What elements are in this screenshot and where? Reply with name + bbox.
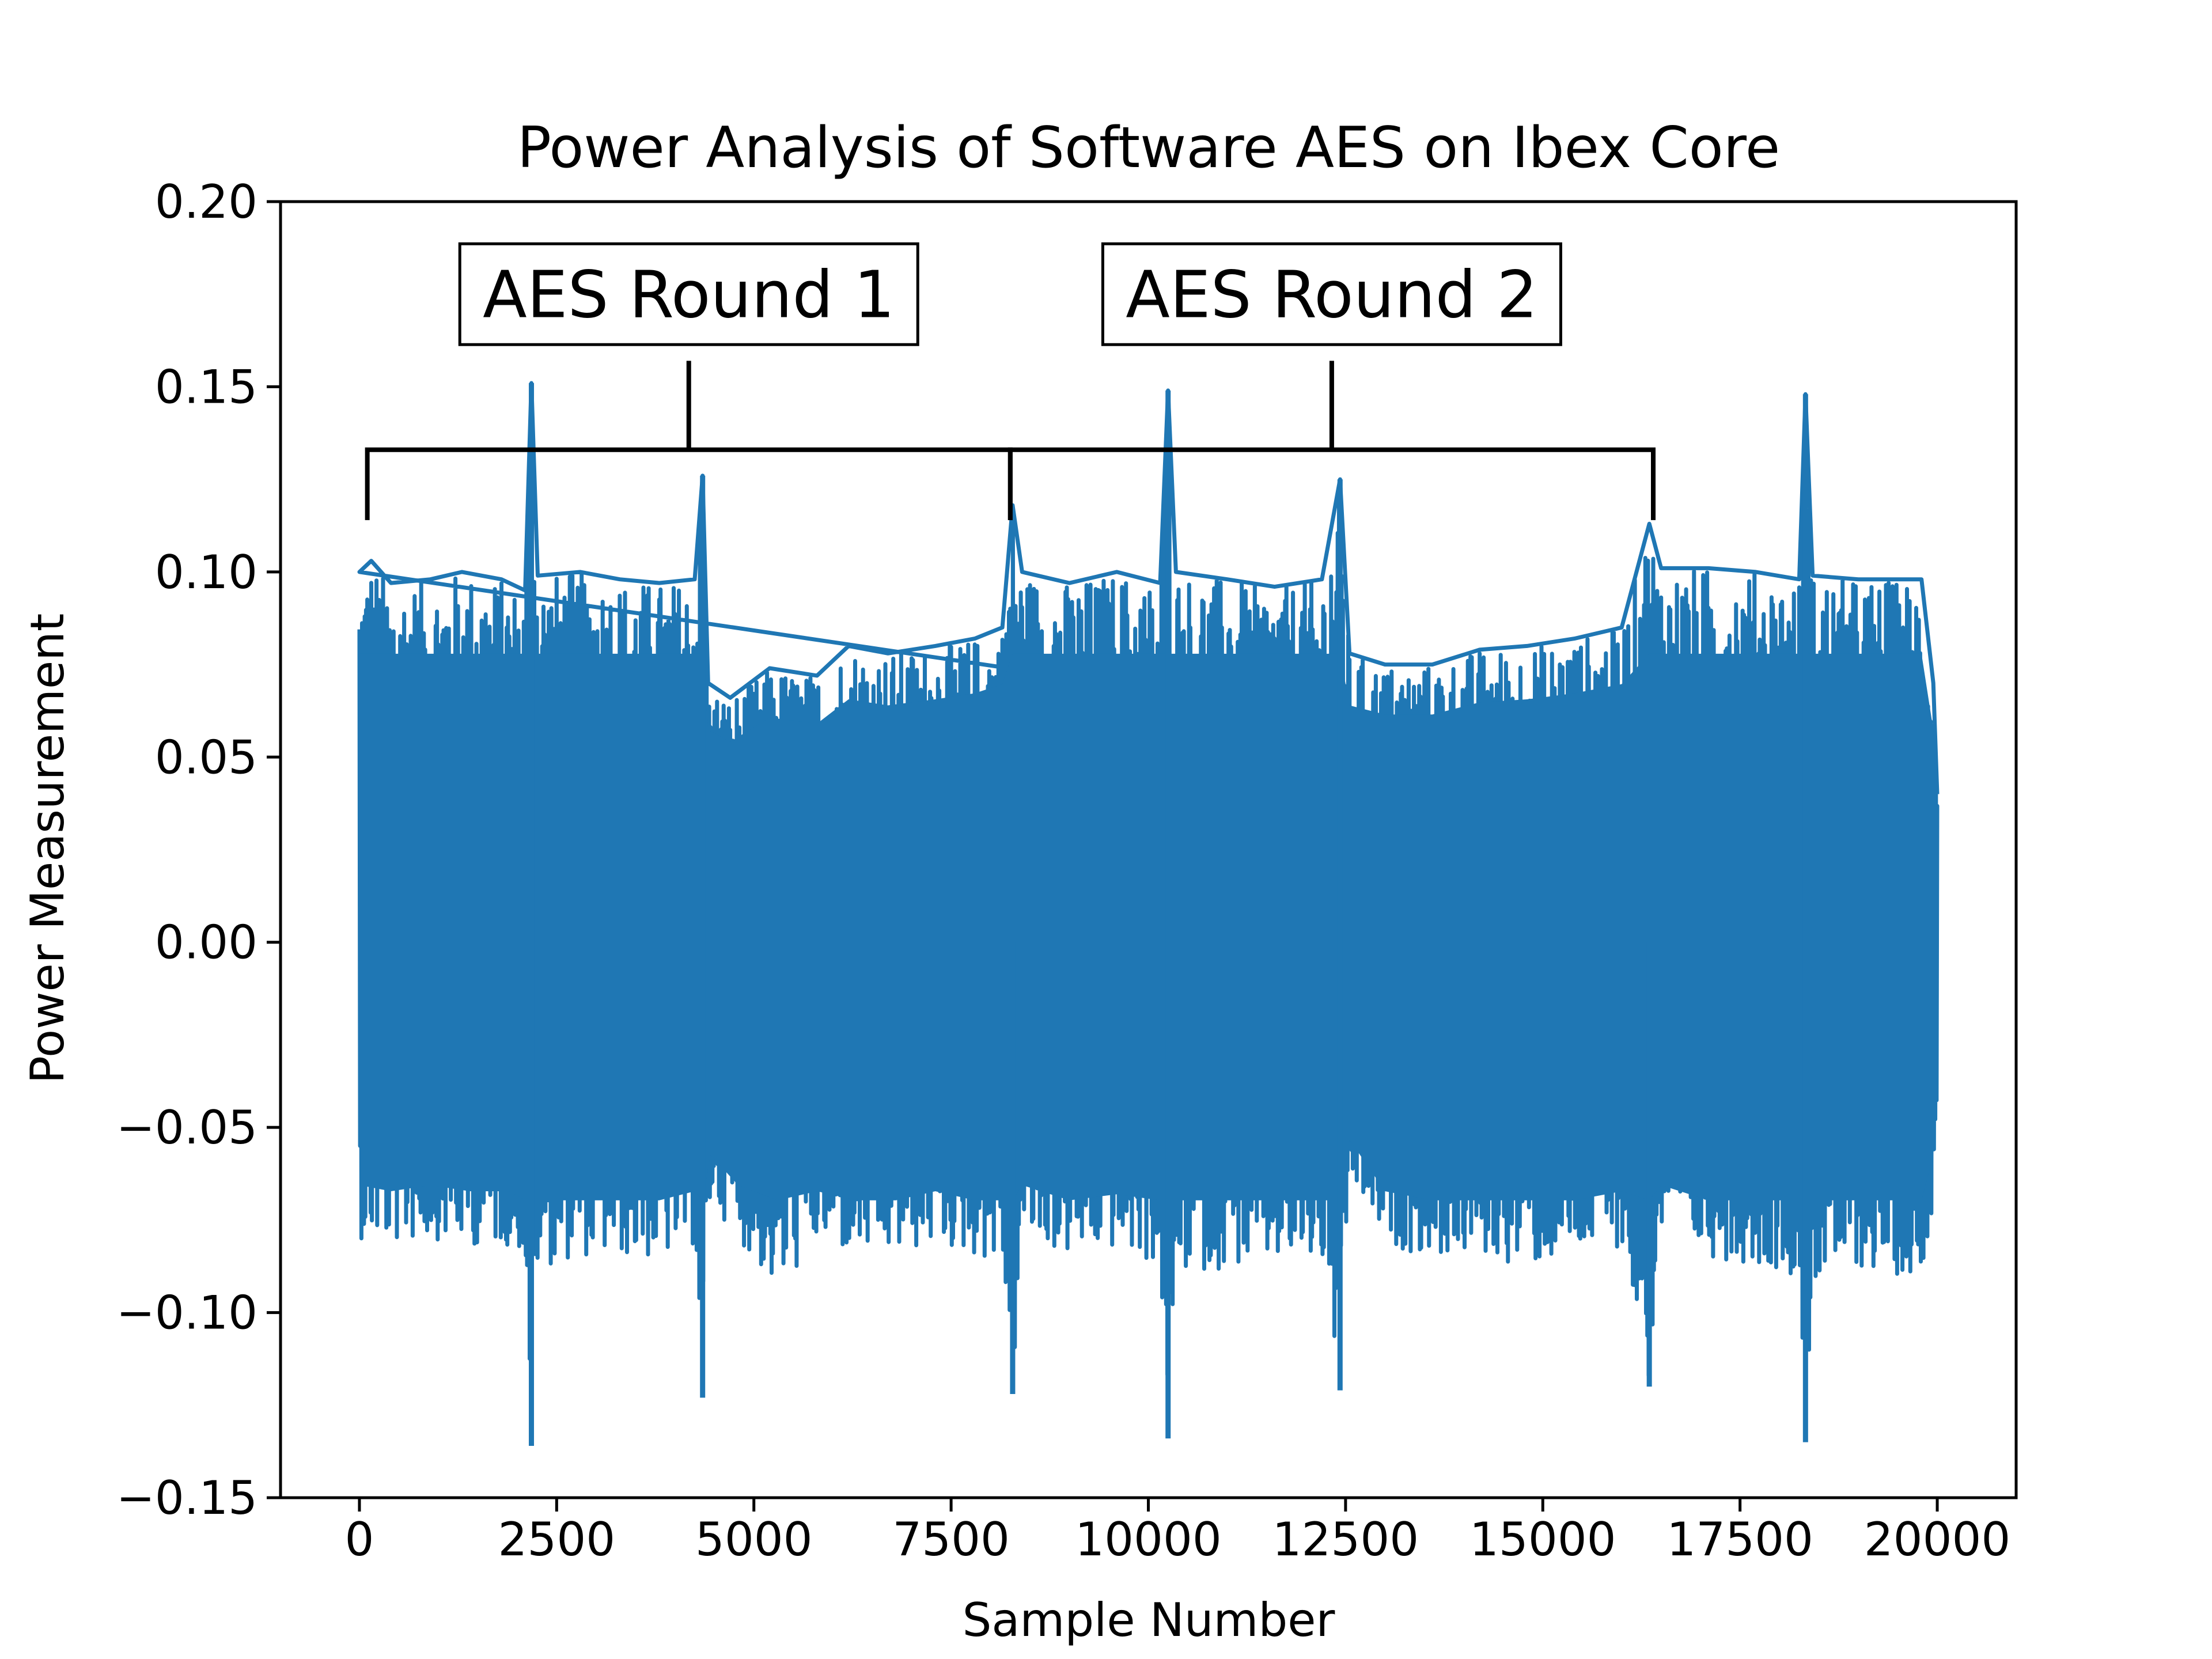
annotation-box xyxy=(1101,242,1562,346)
x-tick-label: 0 xyxy=(345,1513,374,1566)
annotation-layer: AES Round 1 AES Round 2 xyxy=(365,242,1656,520)
annotation-label: AES Round 2 xyxy=(1126,258,1537,333)
y-tick-label: 0.15 xyxy=(155,360,257,414)
x-tick-label: 5000 xyxy=(695,1513,813,1566)
x-tick-label: 10000 xyxy=(1075,1513,1222,1566)
plot-layer xyxy=(357,381,1940,1446)
y-tick-label: 0.05 xyxy=(155,730,257,784)
chart-title: Power Analysis of Software AES on Ibex C… xyxy=(517,115,1780,181)
y-tick-label: −0.10 xyxy=(116,1286,257,1340)
x-tick-label: 12500 xyxy=(1272,1513,1419,1566)
y-tick-label: −0.15 xyxy=(116,1471,257,1525)
annotation-box xyxy=(458,242,919,346)
axes-layer: 0 2500 5000 7500 10000 12500 15000 17500 20000 −0… xyxy=(116,175,2018,1566)
x-tick-label: 20000 xyxy=(1864,1513,2011,1566)
series-band-0 xyxy=(359,653,1937,1200)
y-axis-label: Power Measurement xyxy=(21,613,74,1084)
y-tick-label: −0.05 xyxy=(116,1101,257,1154)
x-tick-label: 2500 xyxy=(498,1513,616,1566)
y-tick-label: 0.20 xyxy=(155,175,257,229)
x-tick-label: 15000 xyxy=(1469,1513,1616,1566)
x-axis-label: Sample Number xyxy=(963,1593,1335,1647)
x-tick-label: 17500 xyxy=(1666,1513,1813,1566)
y-tick-label: 0.00 xyxy=(155,916,257,969)
y-tick-label: 0.10 xyxy=(155,546,257,599)
x-tick-label: 7500 xyxy=(892,1513,1010,1566)
annotation-label: AES Round 1 xyxy=(483,258,895,333)
